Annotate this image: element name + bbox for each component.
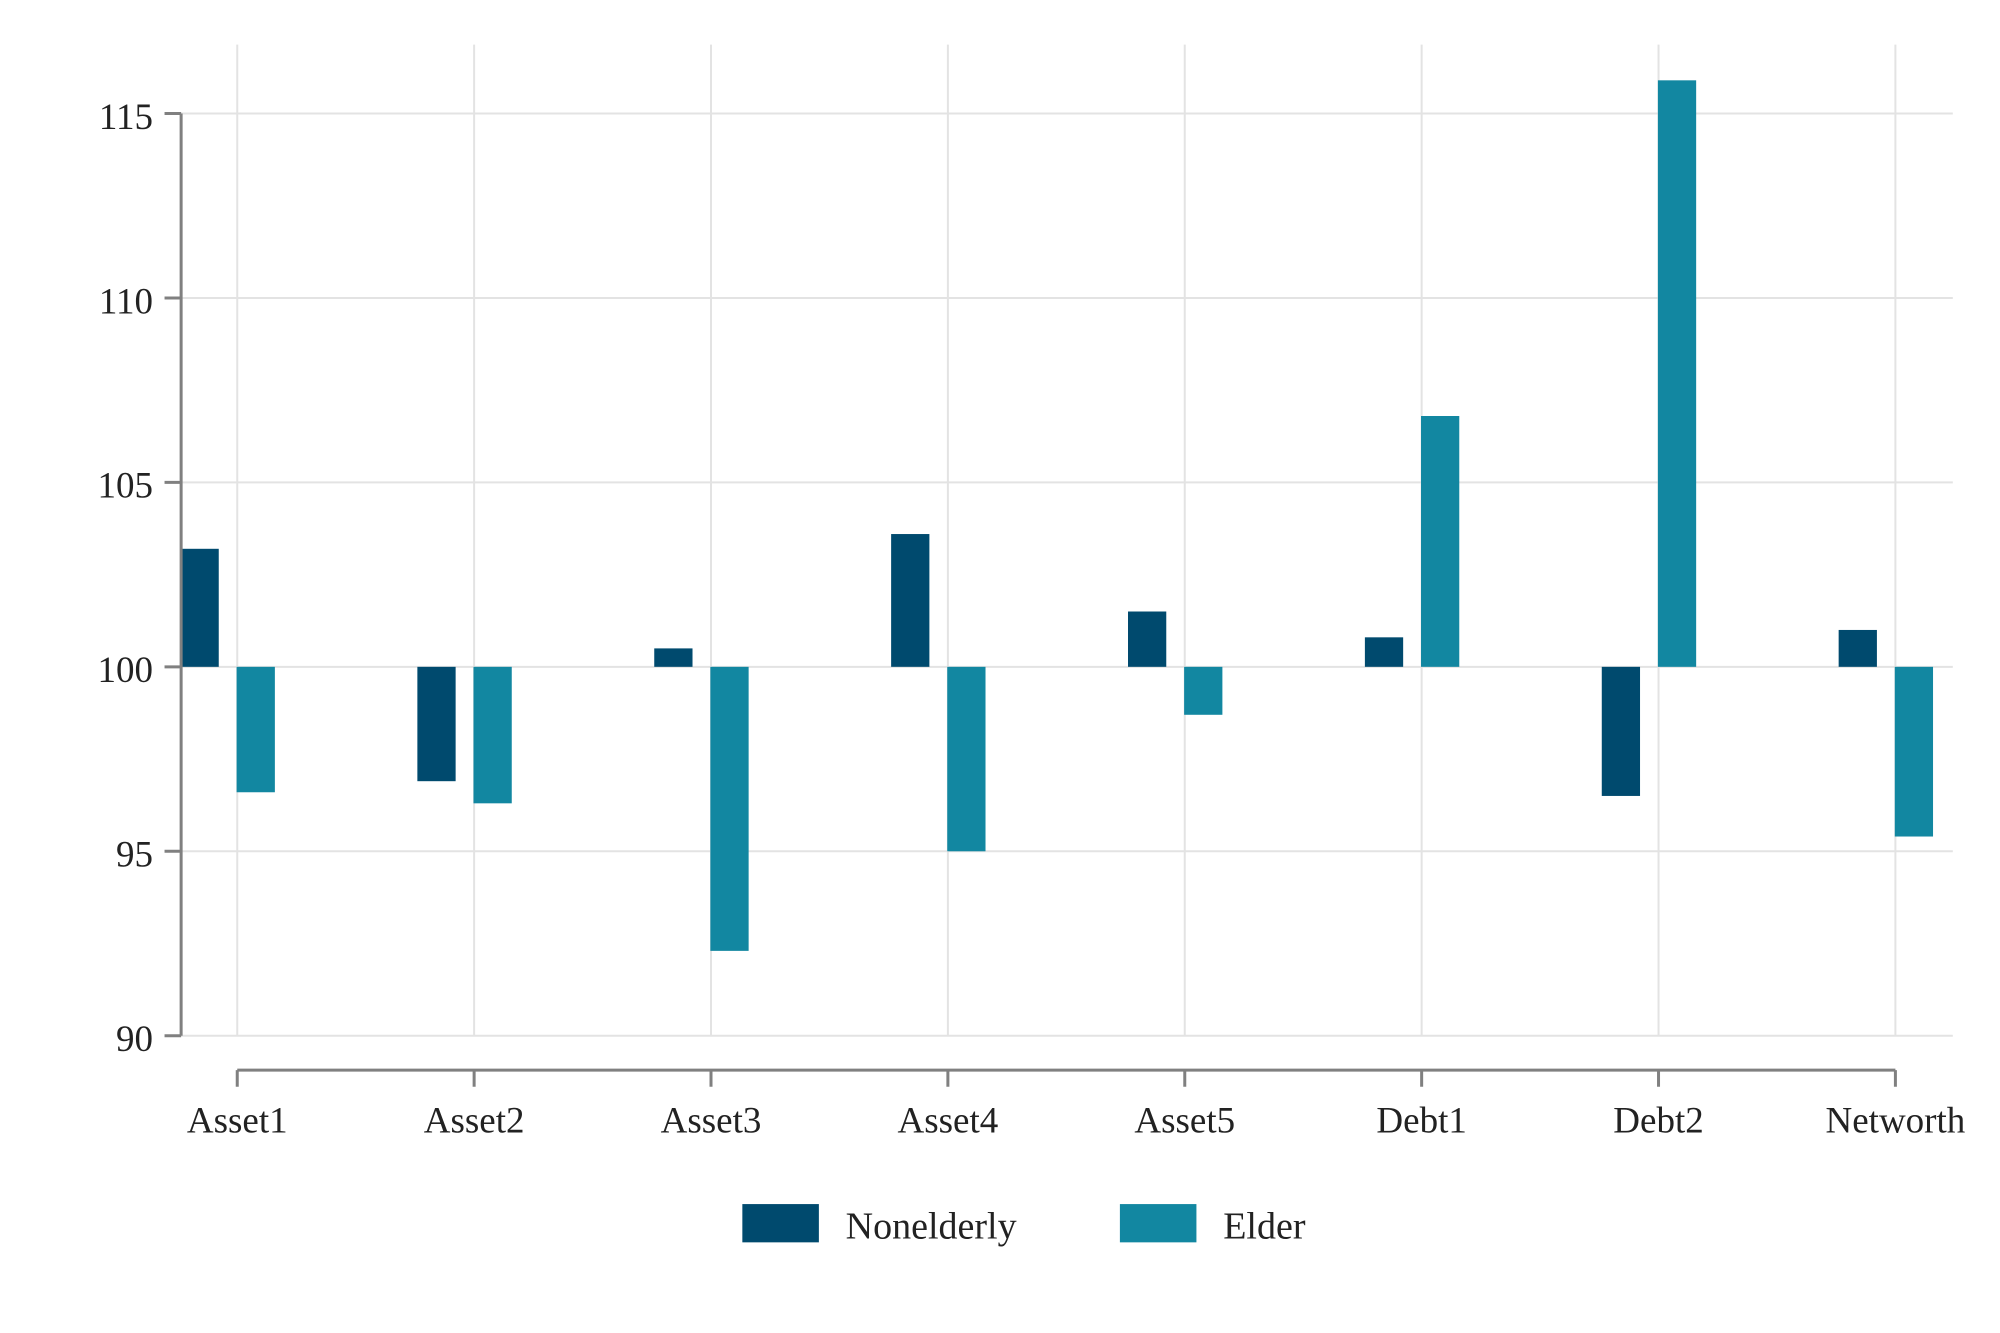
bar-nonelderly-asset4	[891, 534, 930, 667]
tick-labels: 90 95 100 105 110 115 Asset1 Asset2 Asset3 Asset4…	[98, 97, 1966, 1142]
x-tick-label: Debt1	[1376, 1101, 1466, 1142]
legend-label-nonelderly: Nonelderly	[846, 1206, 1017, 1248]
bar-nonelderly-asset2	[417, 666, 456, 782]
y-axis-line	[164, 112, 183, 1038]
x-tick-label: Networth	[1826, 1101, 1966, 1142]
x-axis-line	[235, 1068, 1897, 1087]
y-tick-label: 110	[99, 281, 153, 322]
bar-nonelderly-asset1	[180, 548, 219, 667]
bar-nonelderly-debt1	[1364, 637, 1404, 667]
bar-elder-asset5	[1184, 666, 1223, 715]
bar-elder-networth	[1894, 666, 1934, 837]
x-tick-label: Debt2	[1613, 1101, 1703, 1142]
y-tick-label: 105	[98, 466, 154, 507]
y-tick-label: 90	[116, 1019, 153, 1060]
bar-nonelderly-asset3	[654, 648, 693, 667]
axes	[164, 112, 1897, 1087]
y-tick-label: 115	[99, 97, 153, 138]
y-tick-label: 100	[98, 650, 154, 691]
bar-elder-asset2	[473, 666, 512, 804]
bar-elder-debt1	[1421, 416, 1460, 667]
x-tick-label: Asset3	[661, 1101, 762, 1142]
bar-nonelderly-debt2	[1601, 666, 1641, 796]
bar-elder-asset3	[710, 666, 749, 951]
y-tick-label: 95	[116, 835, 153, 876]
bar-elder-asset4	[947, 666, 986, 852]
legend-label-elder: Elder	[1223, 1206, 1306, 1248]
x-tick-label: Asset1	[187, 1101, 288, 1142]
bar-elder-debt2	[1657, 80, 1697, 667]
legend-swatch-elder	[1119, 1204, 1197, 1243]
x-tick-label: Asset2	[424, 1101, 525, 1142]
bar-nonelderly-networth	[1838, 629, 1877, 667]
legend-swatch-nonelderly	[742, 1204, 819, 1243]
bar-nonelderly-asset5	[1128, 611, 1167, 667]
bars	[180, 80, 1934, 951]
legend: Nonelderly Elder	[742, 1204, 1306, 1248]
x-tick-label: Asset4	[898, 1101, 999, 1142]
x-tick-label: Asset5	[1134, 1101, 1235, 1142]
bar-elder-asset1	[236, 666, 275, 793]
